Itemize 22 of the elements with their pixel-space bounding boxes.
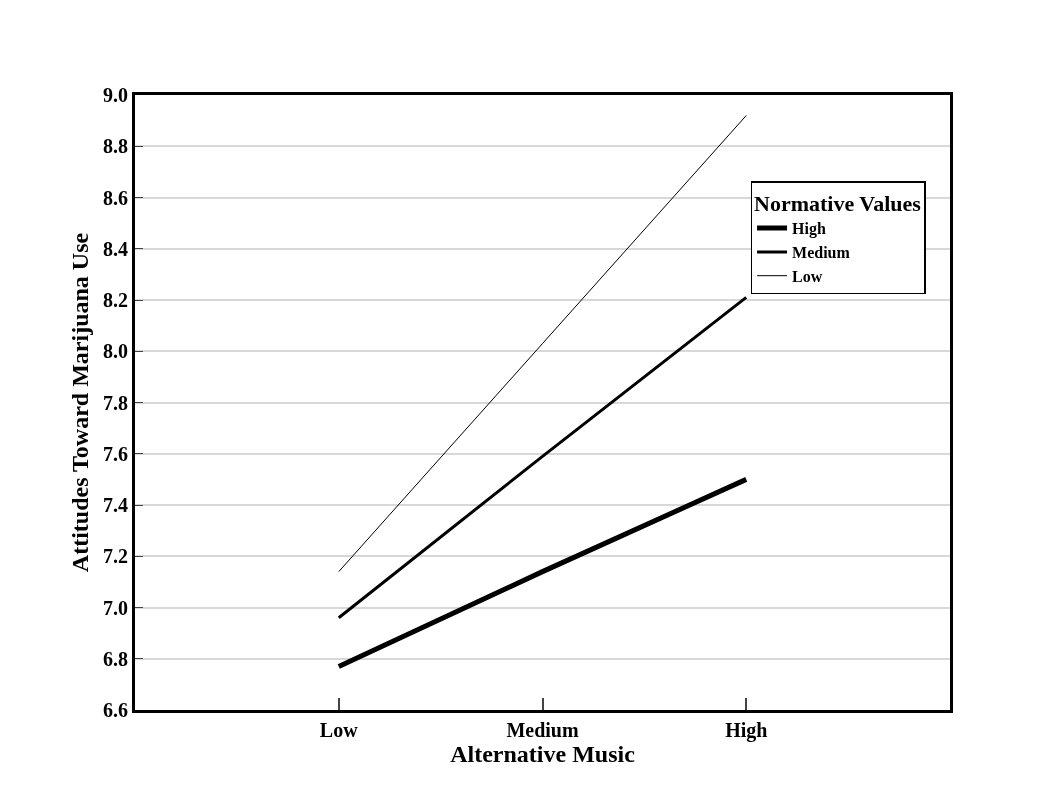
y-tick-label: 7.2: [103, 545, 128, 568]
y-tick-label: 6.6: [103, 699, 128, 721]
y-tick-label: 8.0: [103, 340, 128, 363]
y-tick-label: 8.6: [103, 186, 128, 209]
y-tick-label: 8.8: [103, 135, 128, 158]
x-axis-title: Alternative Music: [450, 741, 636, 767]
y-tick-label: 6.8: [103, 647, 128, 670]
y-tick-label: 8.2: [103, 289, 128, 311]
y-axis-title: Attitudes Toward Marijuana Use: [67, 232, 94, 573]
x-tick-label: Medium: [506, 719, 579, 741]
y-tick-label: 8.4: [103, 237, 128, 260]
legend-label: High: [792, 220, 826, 239]
legend-label: Low: [792, 267, 823, 285]
y-tick-label: 7.4: [103, 494, 128, 516]
x-tick-label: High: [725, 719, 768, 742]
y-tick-label: 7.6: [103, 442, 128, 465]
y-tick-label: 7.0: [103, 596, 128, 619]
y-tick-label: 7.8: [103, 391, 128, 414]
legend-label: Medium: [792, 244, 851, 262]
legend-title: Normative Values: [754, 191, 922, 217]
y-tick-label: 9.0: [103, 84, 128, 106]
x-tick-label: Low: [319, 719, 359, 741]
